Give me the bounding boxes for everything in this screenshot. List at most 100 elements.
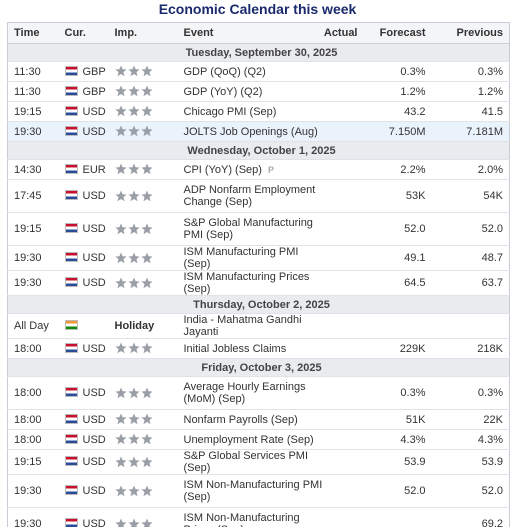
forecast: 43.2 xyxy=(404,105,426,118)
header-row: Time Cur. Imp. Event Actual Forecast Previous xyxy=(7,22,510,44)
star-icon xyxy=(114,342,127,354)
flag-icon xyxy=(64,105,78,116)
event: S&P Global Services PMI (Sep) xyxy=(183,450,309,474)
column-header: Previous xyxy=(431,22,510,44)
forecast-cell: 52.0 xyxy=(363,474,432,508)
actual-cell xyxy=(323,179,364,213)
forecast: 53K xyxy=(405,190,426,202)
event-cell: Initial Jobless Claims xyxy=(177,338,324,359)
event-row: 19:15 USD Chicago PMI (Sep) 43.2 41.5 xyxy=(7,101,510,122)
importance-cell xyxy=(108,507,178,527)
flag-icon xyxy=(64,277,78,287)
event-row: 19:30 USD ISM Manufacturing Prices (Sep) 64… xyxy=(7,270,510,296)
importance-stars xyxy=(114,65,154,78)
star-icon xyxy=(140,85,153,97)
column-header: Imp. xyxy=(108,22,178,44)
forecast-cell: 43.2 xyxy=(363,101,432,122)
event-cell: ISM Manufacturing Prices (Sep) xyxy=(177,270,324,296)
time: 11:30 xyxy=(7,81,59,102)
event-row: 18:00 USD Nonfarm Payrolls (Sep) 51K 22K xyxy=(7,409,510,430)
event: Average Hourly Earnings (MoM) (Sep) xyxy=(183,381,306,405)
currency: USD xyxy=(82,125,106,138)
event-cell: Chicago PMI (Sep) xyxy=(177,101,324,122)
star-icon xyxy=(127,277,140,288)
importance: Holiday xyxy=(114,320,155,332)
star-icon xyxy=(140,387,153,398)
time: 19:30 xyxy=(7,507,59,527)
event-row: 19:30 USD ISM Non-Manufacturing PMI (Sep) 5… xyxy=(7,474,510,508)
previous: 41.5 xyxy=(481,105,503,118)
importance-stars xyxy=(114,190,154,203)
forecast: 52.0 xyxy=(404,485,426,497)
event-cell: ADP Nonfarm Employment Change (Sep) xyxy=(177,179,324,213)
actual-cell xyxy=(323,429,364,450)
actual-cell xyxy=(323,507,364,527)
previous-cell: 53.9 xyxy=(431,449,510,475)
forecast: 1.2% xyxy=(400,85,426,98)
currency-cell: USD xyxy=(58,338,109,359)
previous-cell: 2.0% xyxy=(431,159,510,180)
time: 18:00 xyxy=(7,376,59,410)
previous: 52.0 xyxy=(481,485,503,497)
star-icon xyxy=(127,456,140,467)
flag-icon xyxy=(64,163,78,174)
star-icon xyxy=(140,65,153,77)
event: ISM Manufacturing PMI (Sep) xyxy=(183,246,299,270)
importance-cell xyxy=(108,245,178,271)
currency-cell: USD xyxy=(58,429,109,450)
flag-icon xyxy=(64,223,78,233)
star-icon xyxy=(114,518,127,527)
forecast: 52.0 xyxy=(404,223,426,235)
star-icon xyxy=(140,456,153,467)
star-icon xyxy=(127,252,140,263)
importance-cell xyxy=(108,449,178,475)
flag-icon xyxy=(64,252,78,262)
previous-cell xyxy=(431,313,510,339)
event-row: 11:30 GBP GDP (QoQ) (Q2) 0.3% 0.3% xyxy=(7,61,510,82)
currency-cell: USD xyxy=(58,245,109,271)
event: Nonfarm Payrolls (Sep) xyxy=(183,413,298,426)
forecast: 229K xyxy=(399,342,426,355)
star-icon xyxy=(140,518,153,527)
star-icon xyxy=(114,456,127,467)
event: Initial Jobless Claims xyxy=(183,342,287,355)
star-icon xyxy=(114,85,127,97)
day-row: Wednesday, October 1, 2025 xyxy=(7,141,510,160)
event: Unemployment Rate (Sep) xyxy=(183,433,314,446)
importance-cell: Holiday xyxy=(108,313,178,339)
event-row: 11:30 GBP GDP (YoY) (Q2) 1.2% 1.2% xyxy=(7,81,510,102)
previous-cell: 52.0 xyxy=(431,474,510,508)
event: JOLTS Job Openings (Aug) xyxy=(183,125,318,138)
importance-stars xyxy=(114,518,154,527)
actual-cell xyxy=(323,313,364,339)
importance-cell xyxy=(108,409,178,430)
currency-cell: USD xyxy=(58,409,109,430)
star-icon xyxy=(127,65,140,77)
currency-cell: USD xyxy=(58,507,109,527)
event-cell: ISM Non-Manufacturing Prices (Sep) xyxy=(177,507,324,527)
event: GDP (QoQ) (Q2) xyxy=(183,65,266,78)
forecast-cell xyxy=(363,313,432,339)
event-row: 18:00 USD Initial Jobless Claims 229K 218K xyxy=(7,338,510,359)
badge: P xyxy=(267,164,274,175)
star-icon xyxy=(140,125,153,137)
flag-icon xyxy=(64,320,78,330)
forecast-cell: 1.2% xyxy=(363,81,432,102)
forecast-cell: 64.5 xyxy=(363,270,432,296)
currency: GBP xyxy=(82,85,106,98)
forecast-cell: 229K xyxy=(363,338,432,359)
previous: 53.9 xyxy=(481,456,503,468)
importance-cell xyxy=(108,179,178,213)
previous-cell: 63.7 xyxy=(431,270,510,296)
column-header: Cur. xyxy=(58,22,109,44)
actual-cell xyxy=(323,159,364,180)
importance-cell xyxy=(108,212,178,246)
currency: GBP xyxy=(82,65,106,78)
star-icon xyxy=(127,85,140,97)
time: 14:30 xyxy=(7,159,59,180)
previous-cell: 52.0 xyxy=(431,212,510,246)
title: Economic Calendar this week xyxy=(158,1,357,17)
currency: USD xyxy=(82,105,106,118)
column-header: Actual xyxy=(323,22,364,44)
